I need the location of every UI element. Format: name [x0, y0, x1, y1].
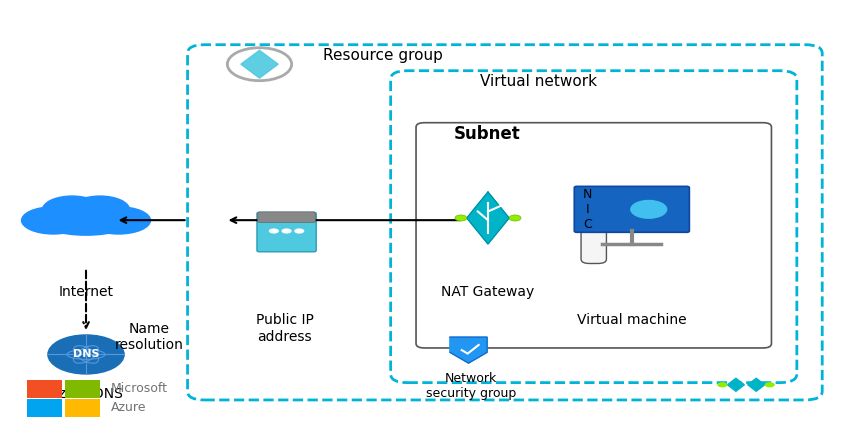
Ellipse shape [35, 200, 138, 236]
Text: Internet: Internet [59, 285, 114, 299]
Text: Network
security group: Network security group [426, 372, 516, 400]
Polygon shape [450, 337, 487, 363]
Text: Microsoft: Microsoft [110, 382, 167, 395]
Point [81, 371, 91, 377]
Text: Virtual machine: Virtual machine [577, 313, 687, 327]
FancyBboxPatch shape [65, 380, 100, 398]
Polygon shape [467, 192, 509, 244]
FancyBboxPatch shape [27, 380, 62, 398]
Text: Name
resolution: Name resolution [115, 322, 184, 352]
Point [42, 352, 53, 357]
Circle shape [630, 200, 667, 219]
Text: Subnet: Subnet [454, 125, 521, 143]
Ellipse shape [70, 195, 130, 224]
Text: DNS: DNS [73, 350, 99, 359]
Text: Resource group: Resource group [323, 48, 443, 63]
Circle shape [509, 215, 521, 221]
Circle shape [295, 228, 304, 234]
Text: Virtual network: Virtual network [480, 74, 597, 89]
Polygon shape [748, 378, 765, 391]
Point [119, 352, 129, 357]
FancyBboxPatch shape [65, 399, 100, 417]
Ellipse shape [86, 206, 151, 235]
Circle shape [765, 382, 775, 388]
Text: NAT Gateway: NAT Gateway [441, 285, 535, 299]
Text: Azure: Azure [110, 401, 146, 414]
Ellipse shape [21, 206, 86, 235]
Text: Public IP
address: Public IP address [256, 313, 314, 344]
Polygon shape [728, 378, 745, 391]
FancyBboxPatch shape [257, 212, 316, 252]
Text: Azure DNS: Azure DNS [49, 387, 123, 401]
FancyBboxPatch shape [258, 212, 315, 222]
Circle shape [455, 215, 467, 221]
Circle shape [282, 228, 292, 234]
Point [81, 332, 91, 337]
FancyBboxPatch shape [581, 207, 606, 263]
Circle shape [717, 382, 728, 388]
Polygon shape [241, 50, 278, 78]
FancyBboxPatch shape [574, 186, 689, 232]
Circle shape [269, 228, 279, 234]
Text: N
I
C: N I C [583, 188, 593, 231]
Ellipse shape [42, 195, 102, 224]
FancyBboxPatch shape [27, 399, 62, 417]
Circle shape [48, 335, 124, 374]
